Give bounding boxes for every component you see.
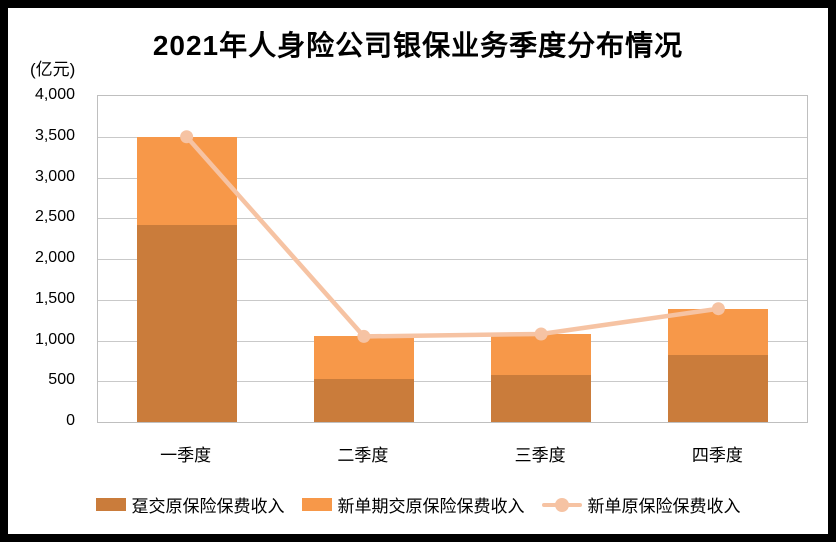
y-axis-unit-label: (亿元) [30,60,76,79]
data-point-marker [357,329,371,343]
x-tick-label: 三季度 [514,446,566,465]
bar-segment-series2 [668,308,769,356]
gridline [98,218,807,220]
legend-item-3: 新单原保险保费收入 [541,492,741,517]
plot-area [97,95,808,423]
x-tick-label: 一季度 [160,446,212,465]
gridline [98,381,807,383]
chart-title: 2021年人身险公司银保业务季度分布情况 [152,30,684,61]
y-tick-label: 4,000 [34,86,75,103]
bar-segment-series1 [491,374,592,422]
y-tick-label: 3,500 [34,126,75,144]
gridline [98,177,807,179]
data-point-marker [180,130,194,144]
x-tick-label: 二季度 [337,446,389,465]
bar-segment-series1 [313,378,414,422]
legend-swatch-bar [301,498,332,511]
y-tick-label: 1,500 [34,289,75,307]
line-series-path [184,135,719,339]
y-tick-label: 1,000 [34,330,75,348]
x-tick-label: 四季度 [691,446,743,465]
legend-label: 新单原保险保费收入 [587,497,741,516]
legend-swatch-bar [95,498,126,511]
y-tick-label: 2,000 [34,249,75,266]
bar-segment-series2 [313,336,414,379]
y-tick-label: 2,500 [34,208,75,226]
y-tick-label: 500 [48,371,75,389]
legend-label: 新单期交原保险保费收入 [337,497,525,516]
y-tick-label: 3,000 [34,167,75,185]
legend-label: 趸交原保险保费收入 [131,497,285,516]
gridline [98,259,807,260]
line-series [180,130,725,343]
bar-segment-series2 [491,333,592,375]
bar-segment-series1 [668,355,769,422]
legend: 趸交原保险保费收入 新单期交原保险保费收入 新单原保险保费收入 [8,492,828,517]
data-point-marker [534,327,548,341]
legend-item-2: 新单期交原保险保费收入 [301,492,525,517]
gridline [98,340,807,342]
gridline [98,136,807,138]
bar-segment-series1 [136,224,237,422]
bar-segment-series2 [136,136,237,225]
data-point-marker [711,302,725,316]
legend-item-1: 趸交原保险保费收入 [95,492,285,517]
legend-marker-sample [554,497,569,512]
gridline [98,299,807,301]
y-tick-label: 0 [66,412,75,429]
legend-swatch-line [541,497,582,512]
